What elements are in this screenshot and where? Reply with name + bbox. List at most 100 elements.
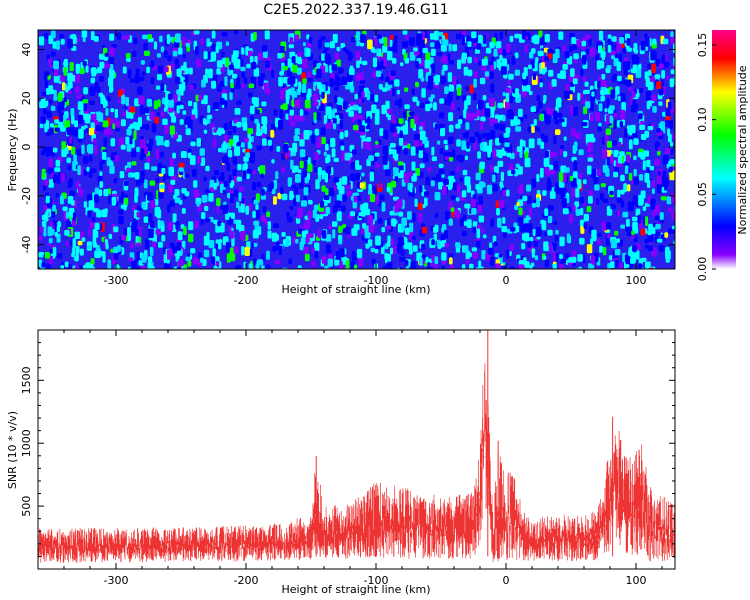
heatmap-cell	[400, 170, 404, 179]
heatmap-cell	[93, 208, 99, 213]
heatmap-cell	[334, 95, 338, 104]
heatmap-cell	[355, 50, 360, 61]
heatmap-cell	[256, 209, 261, 219]
heatmap-cell	[497, 217, 502, 228]
heatmap-cell	[89, 100, 95, 106]
heatmap-cell	[109, 69, 115, 79]
heatmap-cell	[149, 220, 155, 228]
heatmap-cell	[528, 64, 532, 70]
heatmap-cell	[413, 115, 419, 124]
heatmap-cell	[505, 100, 511, 111]
heatmap-cell	[232, 169, 237, 177]
heatmap-cell	[288, 44, 294, 49]
heatmap-cell	[83, 103, 88, 111]
heatmap-cell	[215, 260, 220, 268]
heatmap-cell	[308, 232, 314, 238]
heatmap-cell	[609, 190, 614, 195]
heatmap-cell	[163, 50, 168, 58]
colorbar-gradient	[712, 30, 736, 269]
heatmap-cell	[342, 101, 348, 110]
heatmap-cell	[374, 152, 380, 157]
heatmap-cell	[402, 111, 407, 119]
heatmap-cell	[151, 122, 157, 133]
heatmap-cell	[140, 170, 145, 179]
heatmap-cell	[48, 158, 53, 168]
heatmap-cell	[99, 181, 104, 188]
heatmap-cell	[240, 66, 246, 72]
heatmap-cell	[436, 173, 442, 182]
heatmap-cell	[134, 193, 138, 203]
heatmap-cell	[645, 216, 649, 226]
heatmap-cell	[429, 33, 436, 40]
heatmap-cell	[628, 172, 633, 181]
heatmap-cell	[291, 99, 295, 108]
heatmap-cell	[67, 165, 72, 171]
heatmap-cell	[288, 258, 292, 265]
heatmap-cell	[619, 37, 625, 44]
heatmap-cell	[382, 45, 388, 53]
heatmap-cell	[611, 55, 615, 60]
heatmap-cell	[252, 170, 257, 175]
heatmap-cell	[155, 229, 162, 235]
heatmap-cell	[624, 254, 629, 263]
heatmap-cell	[301, 83, 307, 93]
heatmap-cell	[299, 160, 304, 169]
heatmap-cell	[212, 248, 216, 259]
heatmap-cell	[609, 115, 613, 124]
heatmap-cell	[650, 76, 656, 82]
heatmap-cell	[152, 241, 157, 248]
heatmap-cell	[81, 237, 86, 242]
heatmap-cell	[222, 156, 228, 164]
heatmap-cell	[391, 218, 396, 227]
heatmap-cell	[287, 177, 292, 187]
heatmap-cell	[479, 181, 484, 188]
heatmap-cell	[490, 83, 495, 93]
heatmap-cell	[476, 224, 481, 230]
heatmap-cell	[201, 79, 206, 88]
heatmap-cell	[434, 123, 439, 130]
heatmap-cell	[457, 59, 462, 70]
heatmap-cell	[621, 42, 625, 49]
heatmap-cell	[625, 154, 630, 163]
heatmap-cell	[40, 116, 46, 124]
heatmap-cell	[234, 189, 238, 198]
heatmap-cell	[225, 57, 229, 68]
heatmap-cell	[345, 260, 350, 269]
heatmap-cell	[638, 194, 644, 205]
heatmap-cell	[289, 75, 296, 84]
heatmap-cell	[620, 93, 626, 102]
heatmap-cell	[294, 99, 301, 108]
heatmap-cell	[298, 81, 302, 91]
heatmap-cell	[456, 95, 460, 100]
heatmap-cell	[55, 231, 59, 238]
heatmap-cell	[481, 250, 486, 260]
heatmap-cell	[301, 200, 307, 207]
heatmap-cell	[176, 266, 182, 269]
heatmap-cell	[461, 231, 467, 237]
heatmap-cell	[557, 112, 563, 118]
heatmap-cell	[211, 43, 216, 52]
heatmap-cell	[232, 73, 238, 79]
heatmap-cell	[617, 155, 623, 164]
heatmap-cell	[572, 171, 578, 180]
heatmap-cell	[286, 211, 290, 218]
heatmap-cell	[475, 267, 480, 269]
heatmap-cell	[571, 188, 575, 198]
heatmap-cell	[112, 123, 116, 130]
heatmap-cell	[573, 53, 579, 60]
heatmap-cell	[551, 242, 557, 251]
heatmap-cell	[361, 91, 365, 99]
heatmap-cell	[375, 70, 382, 77]
heatmap-cell	[189, 84, 194, 90]
heatmap-cell	[670, 31, 674, 38]
heatmap-cell	[631, 90, 636, 98]
heatmap-cell	[449, 257, 453, 265]
heatmap-cell	[230, 180, 235, 187]
heatmap-cell	[582, 54, 587, 65]
heatmap-cell	[278, 245, 283, 251]
heatmap-cell	[356, 248, 363, 259]
heatmap-cell	[282, 103, 288, 110]
heatmap-cell	[517, 187, 524, 194]
heatmap-cell	[600, 60, 605, 69]
heatmap-cell	[423, 153, 429, 163]
